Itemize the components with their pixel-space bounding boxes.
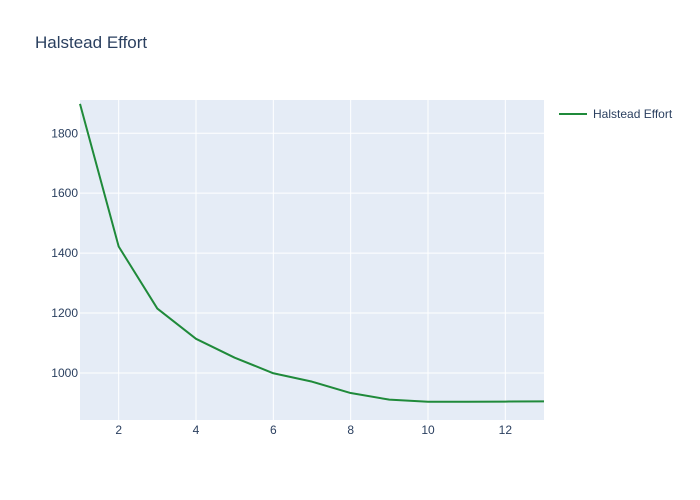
legend-label: Halstead Effort: [593, 107, 673, 121]
x-tick-label: 4: [193, 423, 200, 437]
y-tick-label: 1800: [51, 126, 78, 140]
x-tick-label: 12: [499, 423, 513, 437]
y-tick-label: 1600: [51, 186, 78, 200]
grid-lines: [80, 100, 544, 420]
y-tick-label: 1200: [51, 306, 78, 320]
x-axis-ticks: 2 4 6 8 10 12: [115, 423, 512, 437]
plot-area: [80, 100, 544, 420]
series-line: [79, 103, 545, 403]
x-tick-label: 8: [347, 423, 354, 437]
x-tick-label: 6: [270, 423, 277, 437]
legend[interactable]: Halstead Effort: [559, 107, 673, 121]
y-tick-label: 1400: [51, 246, 78, 260]
x-tick-label: 10: [421, 423, 435, 437]
x-tick-label: 2: [115, 423, 122, 437]
y-axis-ticks: 1000 1200 1400 1600 1800: [51, 126, 78, 380]
series-layer: [79, 103, 545, 403]
chart-title: Halstead Effort: [35, 33, 148, 52]
y-tick-label: 1000: [51, 366, 78, 380]
